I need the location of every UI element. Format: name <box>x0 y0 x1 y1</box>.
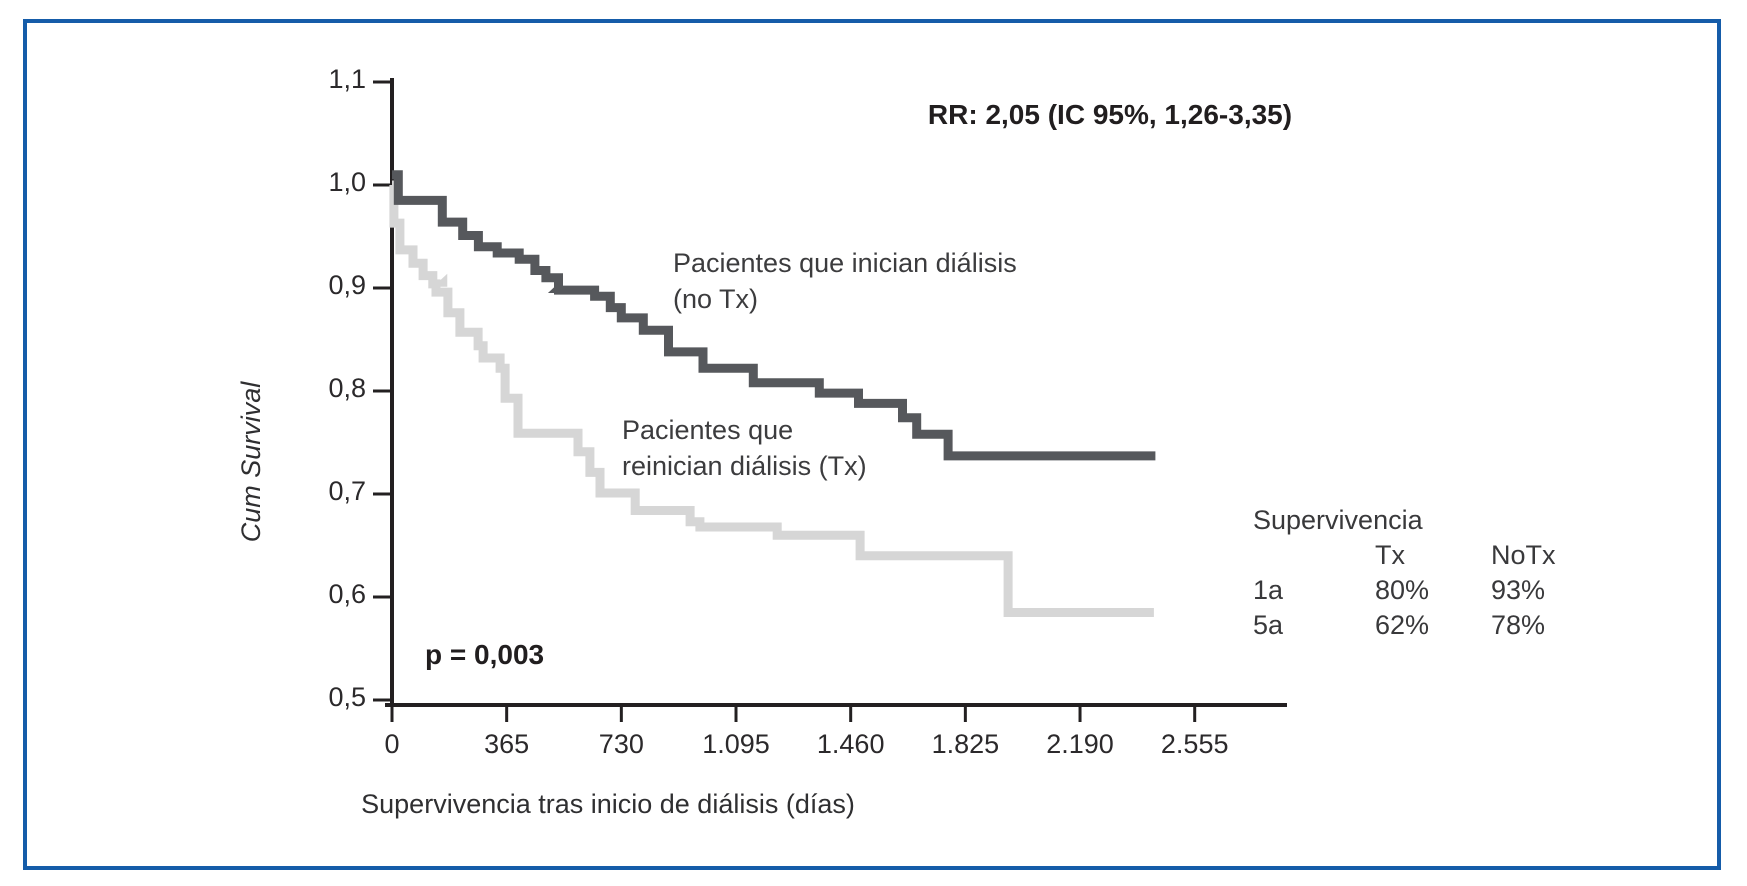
x-tick-label: 2.555 <box>1161 729 1229 759</box>
rr-annotation: RR: 2,05 (IC 95%, 1,26-3,35) <box>927 99 1293 130</box>
x-tick-label: 2.190 <box>1046 729 1114 759</box>
curve-label-no-tx-line2: (no Tx) <box>673 284 759 314</box>
x-tick-label: 0 <box>384 729 399 759</box>
table-title: Supervivencia <box>1253 505 1423 535</box>
censor-mark <box>547 279 562 293</box>
p-value-label: p = 0,003 <box>425 639 545 670</box>
y-axis-title: Cum Survival <box>236 381 266 543</box>
y-tick-label: 1,0 <box>328 167 366 197</box>
censor-mark <box>433 273 448 287</box>
curve-label-no-tx-line1: Pacientes que inician diálisis <box>673 248 1017 278</box>
y-tick-label: 0,7 <box>328 476 366 506</box>
x-tick-label: 365 <box>484 729 529 759</box>
y-tick-label: 0,6 <box>328 579 366 609</box>
curve-label-tx: Pacientes que reinician diálisis (Tx) <box>622 412 867 484</box>
y-tick-label: 1,1 <box>328 64 366 94</box>
table-cell-notx: 93% <box>1491 575 1546 605</box>
curve-label-tx-line1: Pacientes que <box>622 415 794 445</box>
survival-curve <box>392 170 1156 461</box>
x-tick-label: 1.095 <box>702 729 770 759</box>
table-cell-tx: 80% <box>1375 575 1430 605</box>
y-tick-label: 0,8 <box>328 373 366 403</box>
curve-label-tx-line2: reinician diálisis (Tx) <box>622 451 867 481</box>
table-row-label: 1a <box>1253 575 1284 605</box>
x-tick-label: 1.460 <box>817 729 885 759</box>
y-tick-label: 0,9 <box>328 270 366 300</box>
survival-curve <box>389 180 1154 617</box>
table-cell-tx: 62% <box>1375 610 1430 640</box>
survival-summary-table: Supervivencia Tx NoTx 1a 80% 93% 5a 62% … <box>1253 503 1611 643</box>
table-row-label: 5a <box>1253 610 1284 640</box>
table-cell-notx: 78% <box>1491 610 1546 640</box>
curve-label-no-tx: Pacientes que inician diálisis (no Tx) <box>673 245 1017 317</box>
y-tick-label: 0,5 <box>328 682 366 712</box>
table-header-tx: Tx <box>1375 540 1405 570</box>
figure-border <box>23 19 1721 870</box>
x-tick-label: 1.825 <box>932 729 1000 759</box>
table-header-notx: NoTx <box>1491 540 1556 570</box>
x-tick-label: 730 <box>599 729 644 759</box>
x-axis-title: Supervivencia tras inicio de diálisis (d… <box>361 789 855 819</box>
